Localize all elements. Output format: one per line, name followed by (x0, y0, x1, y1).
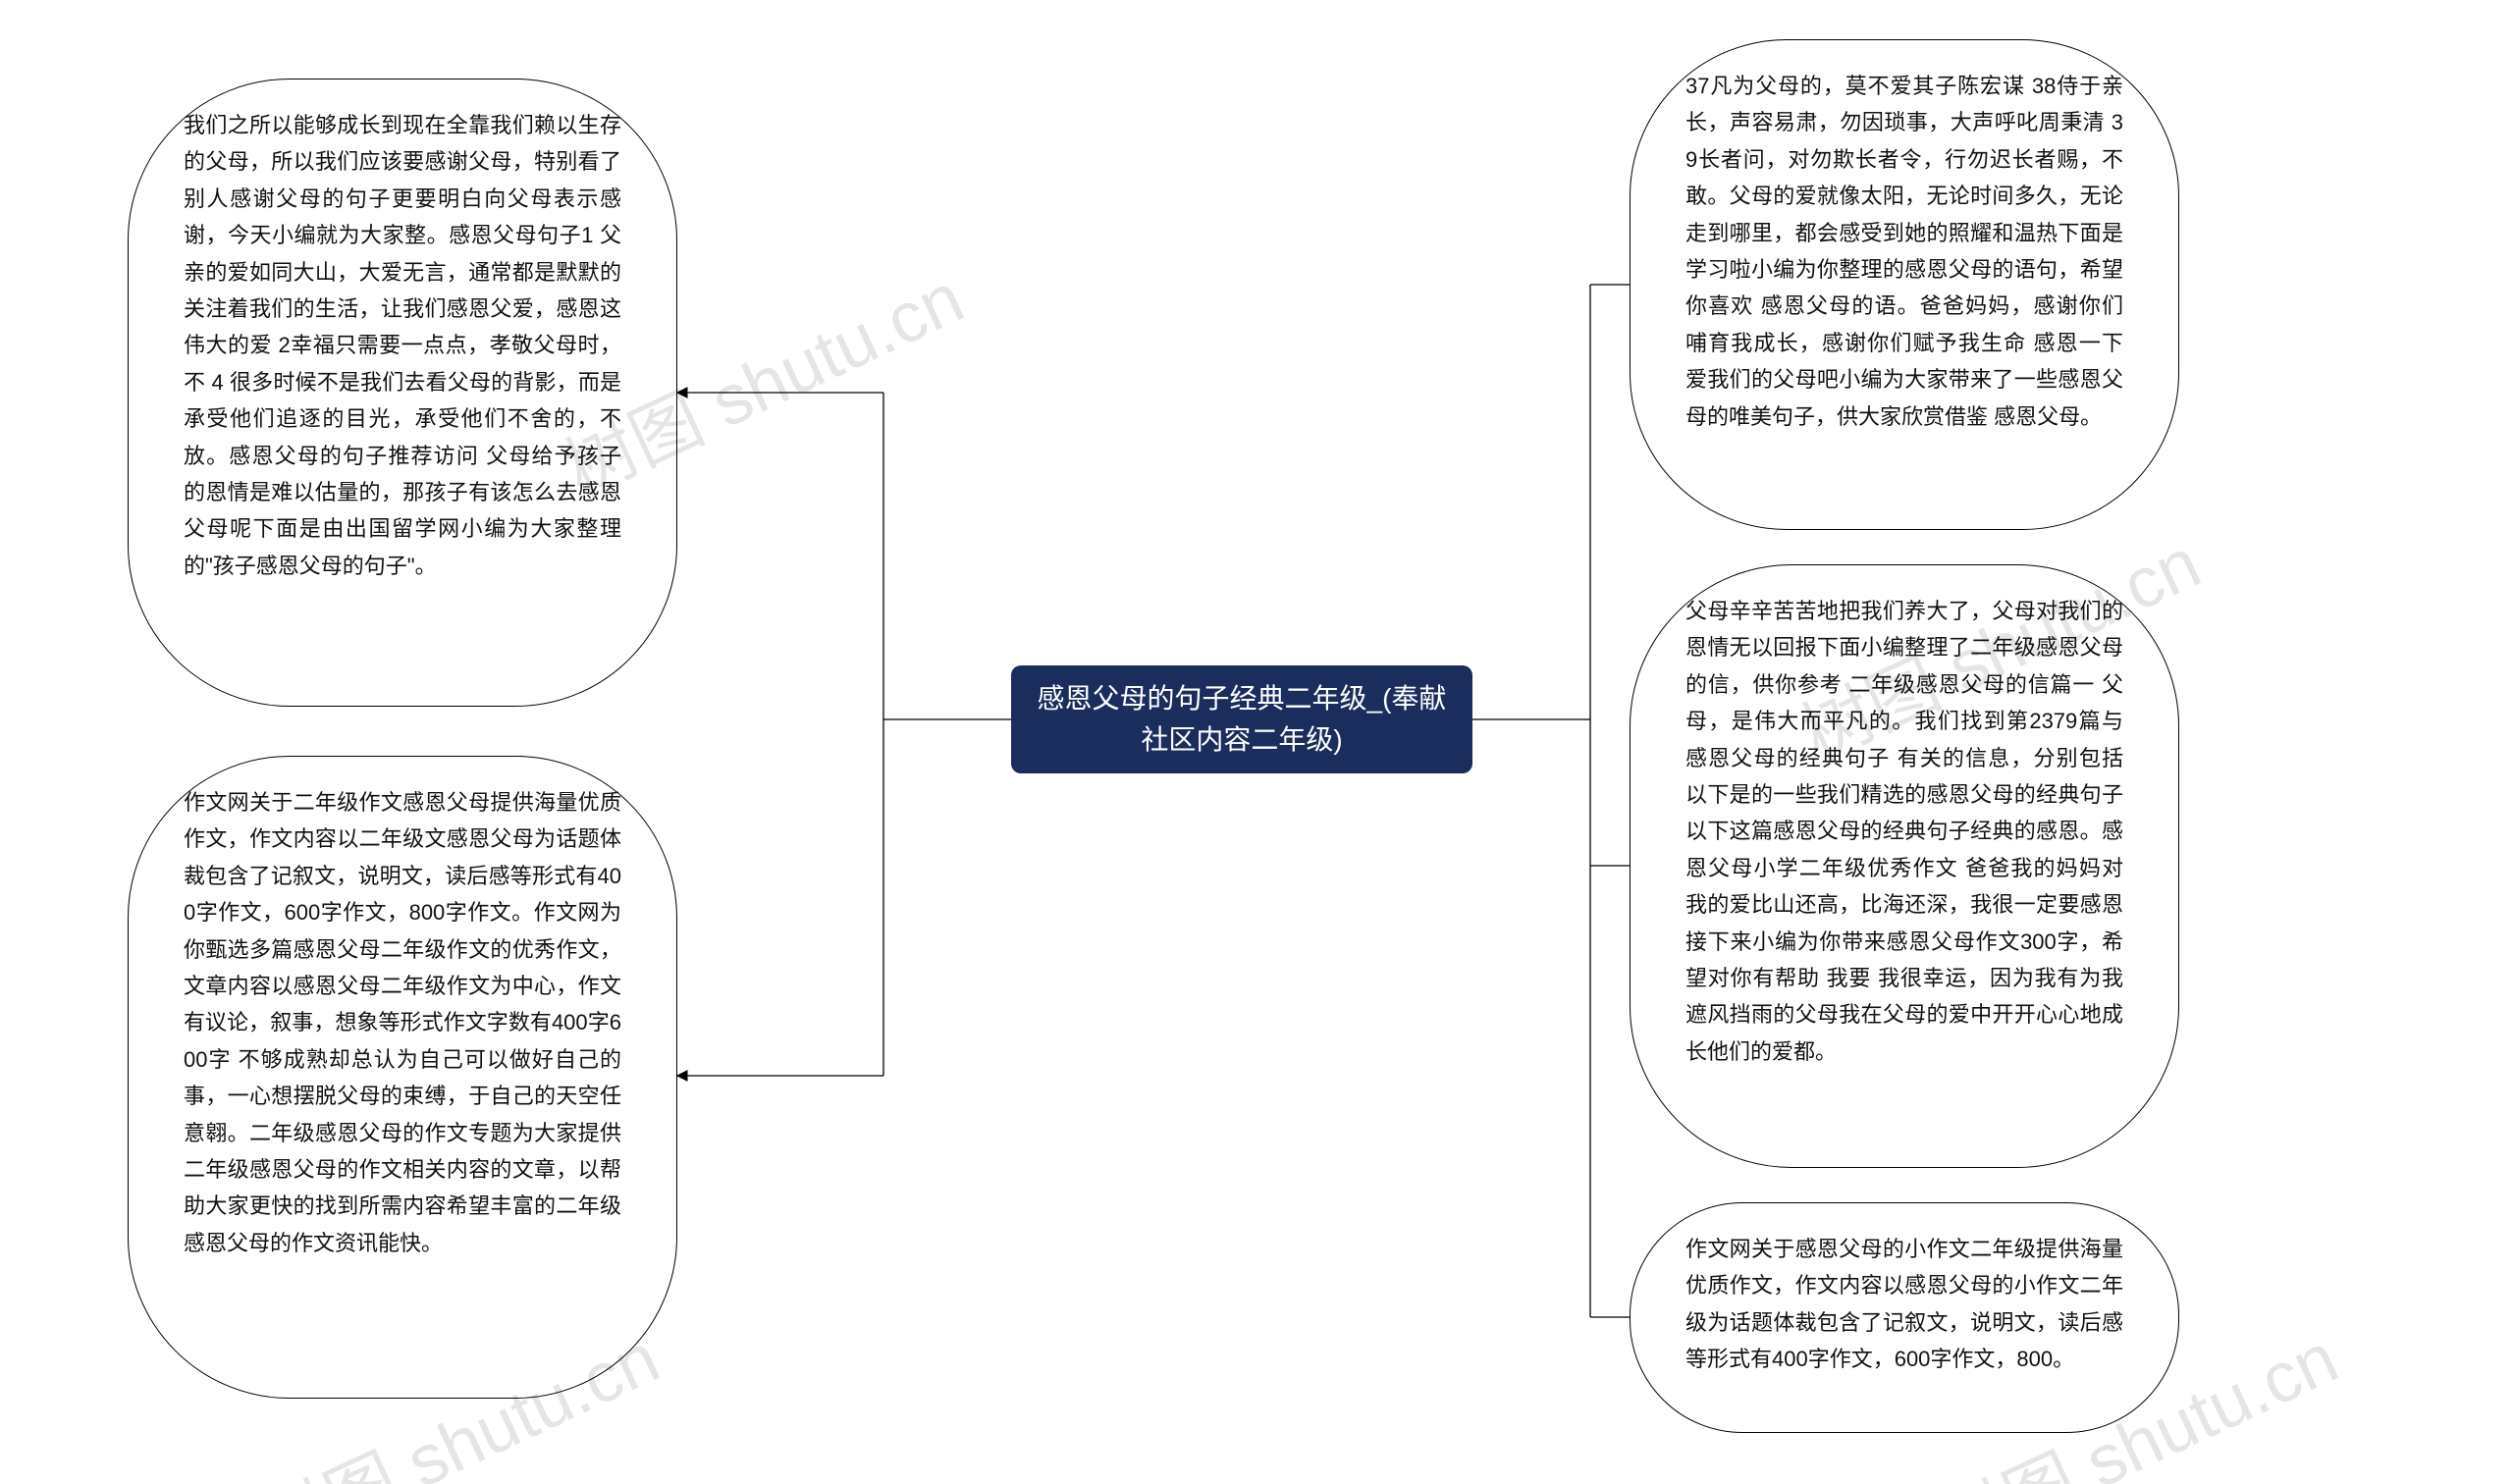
leaf-node-text: 我们之所以能够成长到现在全靠我们赖以生存的父母，所以我们应该要感谢父母，特别看了… (184, 113, 621, 578)
leaf-node: 作文网关于二年级作文感恩父母提供海量优质作文，作文内容以二年级文感恩父母为话题体… (128, 756, 677, 1399)
leaf-node-text: 作文网关于二年级作文感恩父母提供海量优质作文，作文内容以二年级文感恩父母为话题体… (184, 790, 621, 1255)
leaf-node: 我们之所以能够成长到现在全靠我们赖以生存的父母，所以我们应该要感谢父母，特别看了… (128, 79, 677, 707)
leaf-node-text: 37凡为父母的，莫不爱其子陈宏谋 38侍于亲长，声容易肃，勿因琐事，大声呼叱周秉… (1685, 74, 2123, 429)
center-node-text: 感恩父母的句子经典二年级_(奉献社区内容二年级) (1035, 678, 1449, 761)
leaf-node: 37凡为父母的，莫不爱其子陈宏谋 38侍于亲长，声容易肃，勿因琐事，大声呼叱周秉… (1630, 39, 2179, 530)
leaf-node-text: 作文网关于感恩父母的小作文二年级提供海量优质作文，作文内容以感恩父母的小作文二年… (1685, 1237, 2123, 1371)
center-node: 感恩父母的句子经典二年级_(奉献社区内容二年级) (1011, 665, 1472, 773)
